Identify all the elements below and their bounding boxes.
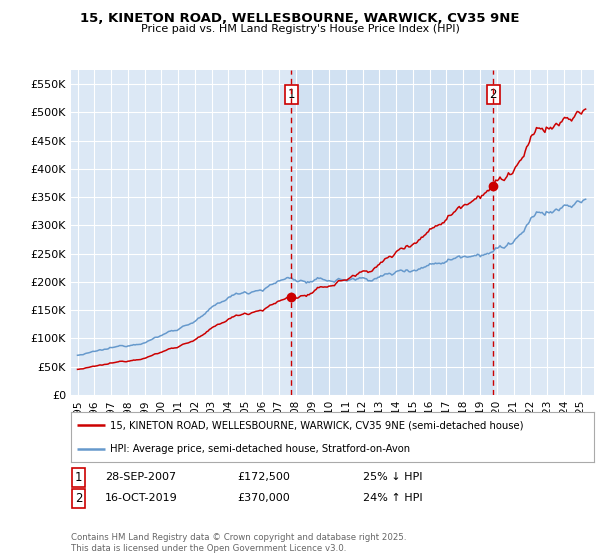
Text: Contains HM Land Registry data © Crown copyright and database right 2025.
This d: Contains HM Land Registry data © Crown c… bbox=[71, 533, 406, 553]
Text: 2: 2 bbox=[490, 88, 497, 101]
Text: Price paid vs. HM Land Registry's House Price Index (HPI): Price paid vs. HM Land Registry's House … bbox=[140, 24, 460, 34]
Text: 1: 1 bbox=[75, 470, 83, 484]
Text: 15, KINETON ROAD, WELLESBOURNE, WARWICK, CV35 9NE: 15, KINETON ROAD, WELLESBOURNE, WARWICK,… bbox=[80, 12, 520, 25]
Text: 28-SEP-2007: 28-SEP-2007 bbox=[105, 472, 176, 482]
Text: 15, KINETON ROAD, WELLESBOURNE, WARWICK, CV35 9NE (semi-detached house): 15, KINETON ROAD, WELLESBOURNE, WARWICK,… bbox=[110, 420, 524, 430]
Text: HPI: Average price, semi-detached house, Stratford-on-Avon: HPI: Average price, semi-detached house,… bbox=[110, 445, 410, 454]
Text: 24% ↑ HPI: 24% ↑ HPI bbox=[363, 493, 422, 503]
Bar bbox=[292, 70, 493, 395]
Text: 16-OCT-2019: 16-OCT-2019 bbox=[105, 493, 178, 503]
Text: £370,000: £370,000 bbox=[237, 493, 290, 503]
Text: 25% ↓ HPI: 25% ↓ HPI bbox=[363, 472, 422, 482]
Text: 2: 2 bbox=[75, 492, 83, 505]
Text: £172,500: £172,500 bbox=[237, 472, 290, 482]
Text: 1: 1 bbox=[287, 88, 295, 101]
